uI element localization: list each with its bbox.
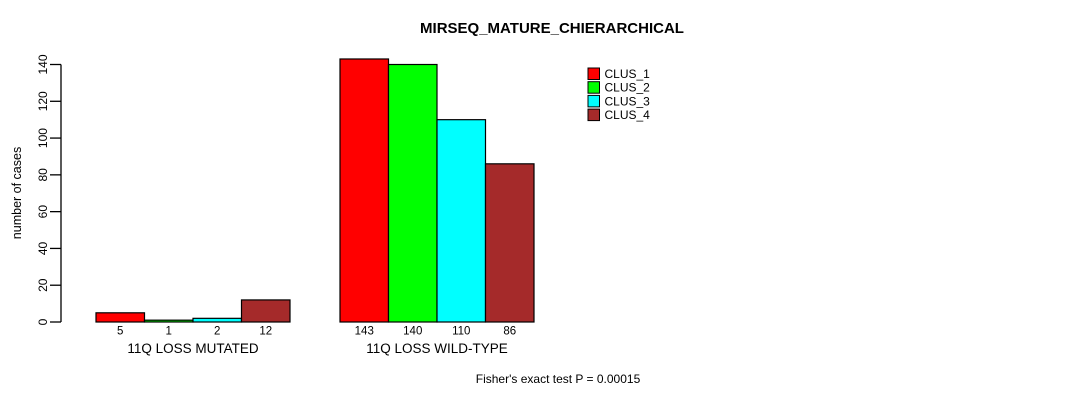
legend-label-clus_3: CLUS_3 — [605, 94, 651, 108]
category-label: 11Q LOSS WILD-TYPE — [366, 341, 508, 356]
y-axis: 0 20 40 60 80 100 120 140 — [36, 54, 62, 325]
bar-clus_3-group2 — [436, 119, 487, 323]
bar-clus_1-group1 — [95, 312, 146, 323]
y-tick-label: 140 — [36, 54, 50, 74]
bar-value-label: 143 — [355, 326, 374, 338]
y-tick-label: 40 — [36, 241, 50, 255]
y-tick-label: 80 — [36, 168, 50, 182]
bar-value-label: 140 — [403, 326, 422, 338]
bar-clus_2-group1 — [143, 319, 194, 323]
bar-value-label: 12 — [259, 326, 272, 338]
y-tick-label: 60 — [36, 205, 50, 219]
legend-swatch-clus_2 — [587, 81, 600, 94]
legend-swatch-clus_1 — [587, 67, 600, 80]
legend-label-clus_2: CLUS_2 — [605, 81, 651, 95]
y-tick-label: 120 — [36, 91, 50, 111]
category-labels: 11Q LOSS MUTATED 11Q LOSS WILD-TYPE — [127, 341, 507, 356]
fisher-test-annotation: Fisher's exact test P = 0.00015 — [476, 372, 641, 386]
bar-clus_4-group2 — [484, 163, 535, 323]
y-tick-label: 20 — [36, 278, 50, 292]
bar-value-label: 1 — [166, 326, 172, 338]
bar-value-label: 2 — [214, 326, 220, 338]
legend-swatch-clus_4 — [587, 108, 600, 122]
bar-clus_4-group1 — [240, 299, 291, 323]
legend-swatch-clus_3 — [587, 94, 600, 108]
y-tick-label: 0 — [36, 318, 50, 325]
legend-label-clus_4: CLUS_4 — [605, 108, 651, 122]
bar-value-label: 86 — [503, 326, 516, 338]
bar-clus_2-group2 — [387, 63, 438, 323]
bar-series — [95, 58, 535, 323]
legend-label-clus_1: CLUS_1 — [605, 67, 651, 81]
bar-clus_3-group1 — [192, 317, 243, 323]
bar-clus_1-group2 — [339, 58, 390, 323]
bar-value-label: 5 — [117, 326, 123, 338]
y-axis-label: number of cases — [10, 147, 24, 239]
bar-value-labels: 5 1 2 12 143 140 110 86 — [117, 326, 516, 338]
y-tick-label: 100 — [36, 128, 50, 148]
bar-value-label: 110 — [452, 326, 470, 338]
chart-title: MIRSEQ_MATURE_CHIERARCHICAL — [420, 20, 684, 37]
category-label: 11Q LOSS MUTATED — [127, 341, 259, 356]
